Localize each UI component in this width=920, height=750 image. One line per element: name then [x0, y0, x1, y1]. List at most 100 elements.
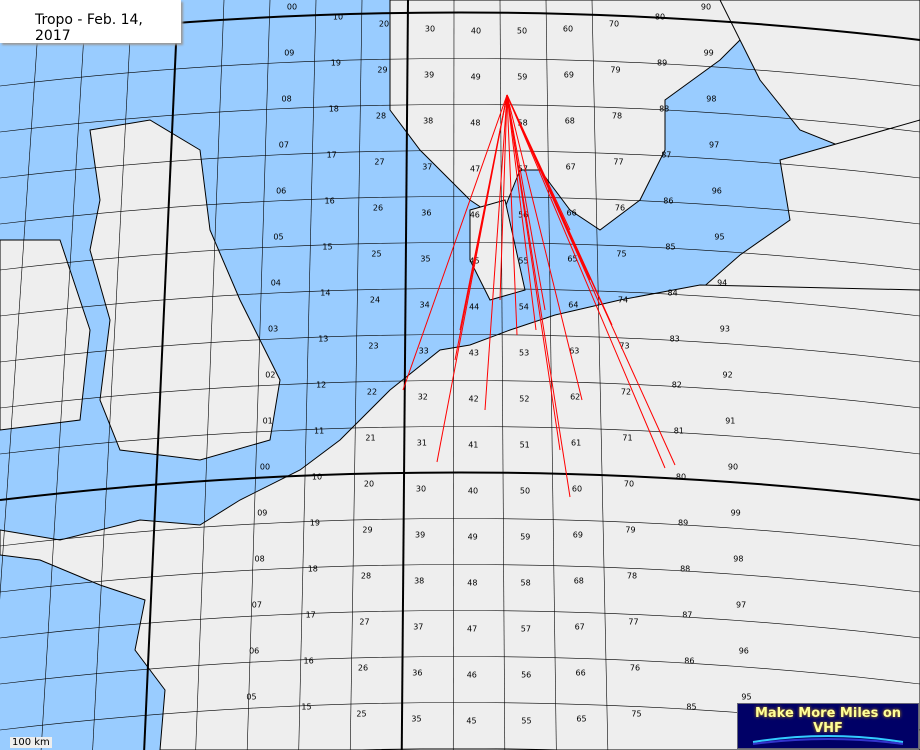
grid-label: 70 — [624, 480, 634, 489]
grid-label: 08 — [255, 555, 265, 564]
grid-line — [0, 426, 920, 455]
grid-label: 78 — [627, 572, 637, 581]
grid-label: 87 — [661, 150, 671, 159]
grid-label: 01 — [263, 417, 273, 426]
grid-label: 17 — [327, 150, 337, 159]
grid-label: 24 — [370, 296, 380, 305]
grid-label: 58 — [521, 579, 531, 588]
grid-label: 98 — [706, 95, 716, 104]
grid-label: 42 — [469, 395, 479, 404]
grid-label: 88 — [680, 564, 690, 573]
grid-label: 83 — [670, 334, 680, 343]
grid-label: 54 — [519, 303, 529, 312]
grid-line — [0, 656, 920, 685]
grid-label: 27 — [374, 158, 384, 167]
land-continent — [0, 284, 920, 750]
grid-label: 30 — [416, 484, 426, 493]
grid-label: 95 — [741, 693, 751, 702]
grid-label: 41 — [468, 441, 478, 450]
grid-label: 47 — [470, 165, 480, 174]
grid-label: 59 — [520, 533, 530, 542]
logo: Make More Miles on VHF — [737, 703, 919, 749]
grid-label: 97 — [709, 141, 719, 150]
grid-label: 00 — [287, 3, 297, 12]
grid-line — [0, 288, 920, 317]
grid-line — [0, 380, 920, 409]
grid-label: 26 — [373, 204, 383, 213]
grid-label: 37 — [413, 622, 423, 631]
grid-label: 55 — [518, 257, 528, 266]
grid-label: 84 — [668, 288, 678, 297]
grid-label: 27 — [359, 618, 369, 627]
grid-label: 98 — [733, 555, 743, 564]
grid-label: 25 — [371, 250, 381, 259]
grid-label: 28 — [376, 112, 386, 121]
grid-label: 57 — [521, 625, 531, 634]
grid-label: 23 — [368, 342, 378, 351]
grid-label: 40 — [471, 27, 481, 36]
grid-label: 85 — [665, 242, 675, 251]
grid-label: 63 — [569, 346, 579, 355]
grid-label: 68 — [574, 576, 584, 585]
grid-label: 65 — [576, 714, 586, 723]
tropo-path-line — [402, 94, 508, 391]
grid-line — [298, 0, 317, 750]
grid-label: 85 — [686, 702, 696, 711]
grid-label: 56 — [521, 671, 531, 680]
grid-label: 21 — [365, 434, 375, 443]
grid-label: 47 — [467, 625, 477, 634]
grid-label: 89 — [678, 518, 688, 527]
grid-line — [0, 0, 41, 600]
grid-label: 99 — [704, 49, 714, 58]
grid-label: 77 — [628, 618, 638, 627]
grid-label: 95 — [714, 233, 724, 242]
grid-label: 51 — [520, 441, 530, 450]
land-baltic — [698, 119, 920, 301]
grid-label: 30 — [425, 24, 435, 33]
grid-label: 15 — [322, 242, 332, 251]
grid-label: 69 — [564, 70, 574, 79]
grid-label: 60 — [563, 24, 573, 33]
grid-label: 88 — [659, 104, 669, 113]
grid-label: 32 — [418, 392, 428, 401]
grid-label: 90 — [728, 463, 738, 472]
grid-label: 86 — [663, 196, 673, 205]
grid-line — [0, 196, 920, 225]
grid-label: 35 — [411, 714, 421, 723]
grid-label: 18 — [329, 104, 339, 113]
grid-line — [343, 748, 577, 750]
grid-label: 72 — [621, 388, 631, 397]
grid-label: 66 — [576, 668, 586, 677]
tropo-path-line — [506, 94, 546, 311]
grid-line — [40, 0, 87, 750]
grid-label: 92 — [723, 371, 733, 380]
grid-label: 64 — [568, 300, 578, 309]
grid-label: 38 — [423, 116, 433, 125]
grid-label: 19 — [310, 518, 320, 527]
grid-label: 04 — [271, 279, 281, 288]
grid-line — [0, 58, 920, 87]
grid-label: 37 — [422, 162, 432, 171]
grid-label: 39 — [415, 530, 425, 539]
grid-label: 80 — [676, 472, 686, 481]
grid-label: 09 — [284, 49, 294, 58]
grid-label: 17 — [306, 610, 316, 619]
logo-graphic — [752, 735, 904, 745]
grid-label: 06 — [276, 187, 286, 196]
grid-label: 97 — [736, 601, 746, 610]
grid-label: 45 — [466, 717, 476, 726]
grid-label: 53 — [519, 349, 529, 358]
grid-line — [0, 471, 920, 501]
tropo-path-line — [506, 94, 518, 336]
grid-label: 96 — [712, 187, 722, 196]
grid-label: 07 — [252, 601, 262, 610]
grid-label: 76 — [615, 204, 625, 213]
grid-label: 61 — [571, 438, 581, 447]
grid-label: 28 — [361, 572, 371, 581]
grid-label: 82 — [672, 380, 682, 389]
scale-bar-label: 100 km — [10, 737, 52, 748]
grid-label: 50 — [517, 27, 527, 36]
